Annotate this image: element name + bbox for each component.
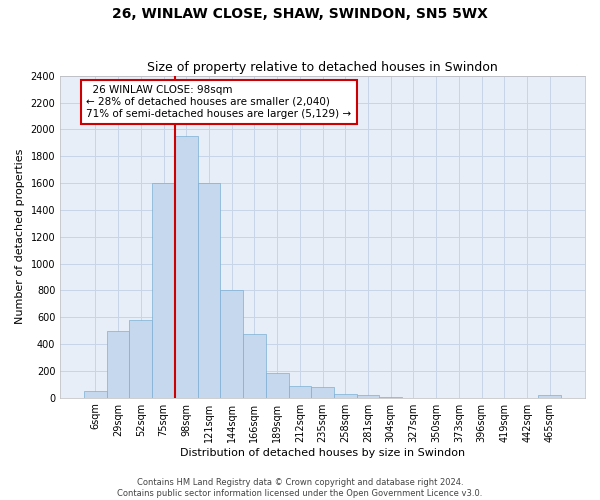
Bar <box>220 290 243 398</box>
Bar <box>197 183 220 398</box>
Text: 26 WINLAW CLOSE: 98sqm
← 28% of detached houses are smaller (2,040)
71% of semi-: 26 WINLAW CLOSE: 98sqm ← 28% of detached… <box>86 86 352 118</box>
Bar <box>266 373 289 398</box>
Text: Contains HM Land Registry data © Crown copyright and database right 2024.
Contai: Contains HM Land Registry data © Crown c… <box>118 478 482 498</box>
Bar <box>334 394 356 398</box>
Bar <box>243 334 266 398</box>
Bar <box>107 330 130 398</box>
Bar <box>356 395 379 398</box>
Bar <box>379 397 402 398</box>
X-axis label: Distribution of detached houses by size in Swindon: Distribution of detached houses by size … <box>180 448 465 458</box>
Bar <box>289 386 311 398</box>
Bar <box>175 136 197 398</box>
Title: Size of property relative to detached houses in Swindon: Size of property relative to detached ho… <box>147 62 498 74</box>
Bar <box>130 320 152 398</box>
Bar <box>84 391 107 398</box>
Y-axis label: Number of detached properties: Number of detached properties <box>15 149 25 324</box>
Text: 26, WINLAW CLOSE, SHAW, SWINDON, SN5 5WX: 26, WINLAW CLOSE, SHAW, SWINDON, SN5 5WX <box>112 8 488 22</box>
Bar <box>311 387 334 398</box>
Bar <box>538 395 561 398</box>
Bar <box>152 183 175 398</box>
